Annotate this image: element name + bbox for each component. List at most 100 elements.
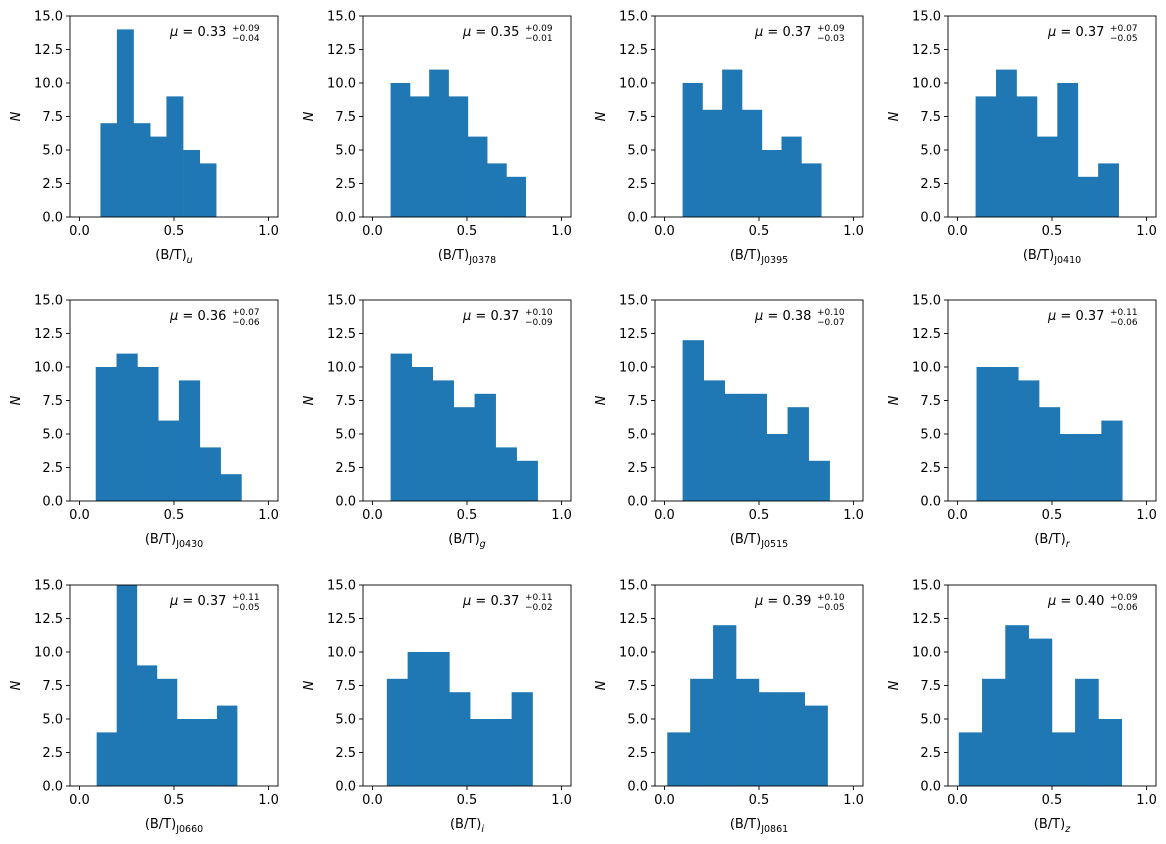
histogram-bar: [390, 353, 412, 501]
x-tick-label: 0.0: [69, 793, 90, 808]
x-axis-label: (B/T)r: [1034, 532, 1070, 550]
y-tick-label: 2.5: [335, 177, 356, 192]
y-tick-label: 5.0: [920, 713, 941, 728]
mean-annotation: μ = 0.40: [1047, 594, 1104, 609]
histogram-bar: [487, 163, 507, 217]
mean-annotation-plus: +0.07: [232, 308, 260, 318]
y-tick-label: 12.5: [619, 612, 648, 627]
y-tick-label: 12.5: [619, 327, 648, 342]
x-axis-label: (B/T)i: [450, 817, 484, 835]
histogram-bar: [158, 420, 180, 501]
y-tick-label: 7.5: [42, 110, 63, 125]
histogram-bar: [411, 367, 433, 501]
y-tick-label: 15.0: [327, 579, 356, 594]
y-tick-label: 0.0: [335, 780, 356, 795]
histogram-bar: [495, 447, 517, 501]
mean-annotation-plus: +0.09: [1110, 593, 1138, 603]
mean-annotation: μ = 0.37: [1047, 25, 1104, 40]
y-tick-label: 7.5: [920, 110, 941, 125]
y-tick-label: 0.0: [920, 495, 941, 510]
y-tick-label: 12.5: [34, 327, 63, 342]
y-tick-label: 10.0: [912, 646, 941, 661]
histogram-bar: [1028, 638, 1053, 786]
histogram-bar: [178, 380, 201, 501]
mean-annotation-plus: +0.11: [525, 593, 553, 603]
x-tick-label: 1.0: [1136, 793, 1157, 808]
histogram-bar: [958, 732, 983, 786]
histogram-bar: [448, 96, 469, 217]
histogram-bar: [982, 678, 1006, 786]
y-tick-label: 5.0: [42, 144, 63, 159]
histogram-bar: [975, 96, 997, 217]
histogram-panel-j0430: 0.0 0.5 1.0 0.0 2.5 5.0 7.5 10.0 12.5 15.0 N (B/T)J…: [9, 294, 279, 551]
histogram-bar: [199, 163, 217, 217]
y-tick-label: 0.0: [42, 495, 63, 510]
y-tick-label: 15.0: [619, 294, 648, 309]
histogram-bar: [116, 585, 138, 786]
x-tick-label: 0.0: [947, 508, 968, 523]
y-tick-label: 10.0: [327, 646, 356, 661]
y-axis-label: N: [9, 395, 24, 405]
mean-annotation-minus: −0.03: [817, 34, 845, 44]
x-tick-label: 0.5: [164, 793, 185, 808]
y-tick-label: 2.5: [920, 461, 941, 476]
y-tick-label: 2.5: [42, 746, 63, 761]
histogram-bar: [467, 136, 488, 217]
mean-annotation-minus: −0.06: [1110, 318, 1138, 328]
histogram-bar: [702, 109, 723, 217]
histogram-bar: [136, 665, 158, 786]
histogram-panel-u: 0.0 0.5 1.0 0.0 2.5 5.0 7.5 10.0 12.5 15.0 N (B/T)u…: [9, 10, 279, 267]
histogram-panel-r: 0.0 0.5 1.0 0.0 2.5 5.0 7.5 10.0 12.5 15.0 N (B/T)r…: [887, 294, 1157, 551]
x-tick-label: 0.5: [164, 224, 185, 239]
y-tick-label: 15.0: [912, 294, 941, 309]
histogram-bar: [216, 705, 238, 786]
y-tick-label: 5.0: [627, 713, 648, 728]
histogram-bar: [428, 652, 450, 786]
histogram-bar: [220, 474, 242, 501]
x-axis-label: (B/T)J0395: [730, 248, 788, 266]
histogram-bar: [409, 96, 430, 217]
y-tick-label: 0.0: [627, 780, 648, 795]
histogram-bar: [761, 150, 782, 217]
mean-annotation: μ = 0.37: [754, 25, 811, 40]
y-tick-label: 0.0: [42, 211, 63, 226]
histogram-bar: [490, 719, 513, 786]
y-tick-label: 5.0: [627, 144, 648, 159]
y-tick-label: 7.5: [627, 394, 648, 409]
y-axis-label: N: [9, 680, 24, 690]
y-tick-label: 5.0: [627, 428, 648, 443]
y-tick-label: 7.5: [920, 394, 941, 409]
histogram-bar: [996, 69, 1017, 217]
y-tick-label: 10.0: [327, 77, 356, 92]
histogram-bar: [682, 83, 703, 217]
histogram-bar: [176, 719, 198, 786]
histogram-bar: [690, 678, 714, 786]
histogram-bar: [1051, 732, 1076, 786]
mean-annotation: μ = 0.37: [462, 594, 519, 609]
histogram-bar: [516, 460, 538, 501]
y-tick-label: 15.0: [34, 10, 63, 25]
y-tick-label: 15.0: [34, 294, 63, 309]
histogram-bar: [1077, 176, 1099, 217]
histogram-bar: [511, 692, 533, 786]
histogram-bar: [1075, 678, 1099, 786]
histogram-bar: [166, 96, 184, 217]
x-axis-label: (B/T)J0515: [730, 532, 788, 550]
histogram-bar: [386, 678, 409, 786]
histogram-bar: [149, 136, 167, 217]
x-tick-label: 1.0: [551, 508, 572, 523]
histogram-panel-j0515: 0.0 0.5 1.0 0.0 2.5 5.0 7.5 10.0 12.5 15.0 N (B/T)J…: [594, 294, 864, 551]
y-tick-label: 2.5: [920, 746, 941, 761]
histogram-bar: [781, 136, 802, 217]
y-tick-label: 2.5: [335, 461, 356, 476]
mean-annotation: μ = 0.37: [169, 594, 226, 609]
y-tick-label: 15.0: [327, 10, 356, 25]
y-axis-label: N: [9, 111, 24, 121]
y-tick-label: 0.0: [335, 495, 356, 510]
histogram-bar: [1098, 719, 1122, 786]
y-tick-label: 12.5: [34, 43, 63, 58]
mean-annotation-plus: +0.10: [817, 308, 845, 318]
x-axis-label: (B/T)J0410: [1023, 248, 1081, 266]
x-tick-label: 0.0: [947, 224, 968, 239]
y-tick-label: 5.0: [920, 144, 941, 159]
